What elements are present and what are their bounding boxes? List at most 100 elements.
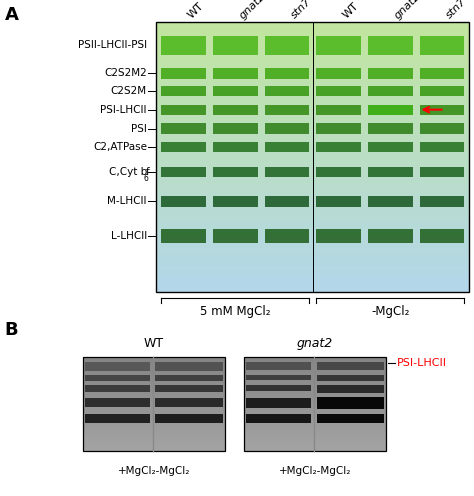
- Bar: [419, 36, 465, 55]
- Bar: [246, 398, 311, 408]
- Bar: [83, 362, 225, 363]
- Bar: [156, 178, 469, 180]
- Bar: [244, 434, 386, 435]
- Bar: [156, 112, 469, 115]
- Bar: [244, 404, 386, 406]
- Bar: [244, 410, 386, 412]
- Bar: [161, 86, 206, 96]
- Bar: [244, 395, 386, 396]
- Bar: [83, 382, 225, 383]
- Bar: [156, 245, 469, 247]
- Bar: [246, 374, 311, 380]
- Bar: [156, 269, 469, 272]
- Bar: [244, 390, 386, 391]
- Bar: [419, 196, 465, 206]
- Bar: [368, 229, 413, 244]
- Bar: [156, 38, 469, 40]
- Bar: [156, 45, 469, 47]
- Bar: [316, 229, 361, 244]
- Bar: [244, 396, 386, 398]
- Bar: [156, 272, 469, 274]
- Bar: [83, 448, 225, 450]
- Bar: [156, 274, 469, 276]
- Bar: [246, 385, 311, 391]
- Bar: [156, 218, 469, 220]
- Text: PSI: PSI: [131, 124, 147, 133]
- Text: PSI-LHCII: PSI-LHCII: [100, 105, 147, 115]
- Bar: [317, 363, 384, 370]
- Bar: [244, 360, 386, 362]
- Bar: [316, 86, 361, 96]
- Bar: [244, 422, 386, 423]
- Bar: [213, 167, 258, 177]
- Bar: [213, 86, 258, 96]
- Text: C2,ATPase: C2,ATPase: [93, 142, 147, 152]
- Bar: [156, 78, 469, 81]
- Bar: [156, 106, 469, 108]
- Bar: [155, 414, 223, 423]
- Bar: [156, 204, 469, 207]
- Bar: [156, 175, 469, 178]
- Bar: [156, 22, 469, 24]
- Bar: [244, 368, 386, 370]
- Bar: [156, 24, 469, 27]
- Bar: [155, 374, 223, 381]
- Bar: [156, 241, 469, 243]
- Bar: [83, 428, 225, 429]
- Bar: [83, 433, 225, 434]
- Text: gnat2: gnat2: [392, 0, 423, 21]
- Bar: [83, 412, 225, 414]
- Bar: [155, 398, 223, 407]
- Bar: [156, 36, 469, 38]
- Bar: [244, 431, 386, 433]
- Bar: [83, 418, 225, 420]
- Text: C2S2M2: C2S2M2: [104, 68, 147, 78]
- Bar: [156, 96, 469, 99]
- Bar: [368, 167, 413, 177]
- Bar: [156, 288, 469, 290]
- Bar: [83, 410, 225, 412]
- Bar: [419, 124, 465, 133]
- Bar: [244, 450, 386, 451]
- Bar: [244, 417, 386, 418]
- Bar: [419, 86, 465, 96]
- Bar: [244, 377, 386, 379]
- Text: +MgCl₂-MgCl₂: +MgCl₂-MgCl₂: [279, 466, 351, 476]
- Bar: [368, 124, 413, 133]
- Bar: [156, 168, 469, 171]
- Bar: [156, 236, 469, 238]
- Bar: [83, 385, 225, 387]
- Bar: [244, 371, 386, 372]
- Bar: [83, 358, 225, 360]
- Bar: [244, 425, 386, 426]
- Bar: [156, 103, 469, 106]
- Bar: [244, 380, 386, 382]
- Bar: [317, 397, 384, 409]
- Bar: [156, 222, 469, 225]
- Bar: [244, 442, 386, 443]
- Text: M-LHCII: M-LHCII: [108, 196, 147, 206]
- Bar: [156, 184, 469, 186]
- Bar: [156, 213, 469, 216]
- Bar: [156, 128, 469, 130]
- Bar: [85, 398, 150, 407]
- Text: 6: 6: [143, 174, 148, 183]
- Bar: [156, 279, 469, 281]
- Bar: [156, 137, 469, 139]
- Bar: [156, 69, 469, 72]
- Bar: [213, 105, 258, 115]
- Text: A: A: [5, 6, 18, 24]
- Bar: [156, 231, 469, 234]
- Bar: [368, 142, 413, 152]
- Bar: [244, 399, 386, 401]
- Bar: [264, 105, 310, 115]
- Bar: [316, 36, 361, 55]
- Bar: [156, 263, 469, 265]
- Bar: [244, 439, 386, 440]
- Bar: [156, 49, 469, 52]
- Bar: [156, 29, 469, 31]
- Bar: [83, 365, 225, 366]
- Bar: [264, 86, 310, 96]
- Bar: [368, 36, 413, 55]
- Bar: [83, 372, 225, 374]
